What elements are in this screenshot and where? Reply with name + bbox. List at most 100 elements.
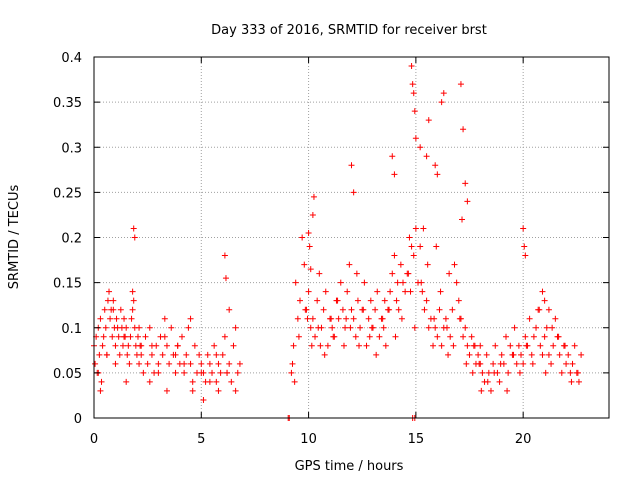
data-point [148,342,155,349]
data-point [130,225,137,232]
x-axis-label: GPS time / hours [295,459,404,474]
data-point [234,369,241,376]
data-point [537,342,544,349]
data-point [440,90,447,97]
data-point [112,342,119,349]
data-point [295,333,302,340]
data-point [365,315,372,322]
data-point [562,342,569,349]
data-point [129,306,136,313]
data-point [142,333,149,340]
data-point [406,234,413,241]
data-point [211,342,218,349]
data-point [391,252,398,259]
data-point [217,369,224,376]
data-point [121,333,128,340]
data-point [136,360,143,367]
data-point [138,351,145,358]
data-point [119,342,126,349]
data-point [198,360,205,367]
data-point [438,342,445,349]
data-point [457,81,464,88]
data-point [477,342,484,349]
data-point [320,306,327,313]
data-point [363,342,370,349]
data-point [400,279,406,286]
data-point [116,351,123,358]
data-point [178,333,185,340]
data-point [513,360,520,367]
data-point [511,324,518,331]
data-point [221,252,228,259]
data-point [468,333,475,340]
data-point [99,342,106,349]
data-point [144,360,151,367]
data-point [394,279,401,286]
data-point [409,81,416,88]
data-point [127,333,134,340]
data-point [222,275,229,282]
data-point [96,351,103,358]
data-point [434,333,441,340]
data-point [447,333,454,340]
data-point [312,333,319,340]
data-point [522,333,529,340]
data-point [550,342,557,349]
data-point [397,261,404,268]
data-point [446,270,453,277]
data-point [530,333,537,340]
data-point [545,306,552,313]
data-point [181,369,188,376]
data-point [462,180,469,187]
data-point [348,162,355,169]
data-point [334,297,341,304]
data-point [574,369,581,376]
data-point [92,360,99,367]
data-point [174,342,181,349]
data-point [533,324,540,331]
data-point [232,387,239,394]
data-point [523,342,530,349]
data-point [346,261,353,268]
data-point [442,315,449,322]
data-point [529,360,536,367]
data-point [146,324,153,331]
data-point [389,270,396,277]
data-point [106,288,113,295]
data-point [292,279,299,286]
data-point [568,378,575,385]
data-point [487,387,494,394]
data-point [102,324,109,331]
data-point [479,369,486,376]
data-point [367,297,374,304]
data-point [569,360,576,367]
data-point [166,360,173,367]
data-point [410,252,417,259]
data-point [463,360,470,367]
data-point [565,351,572,358]
data-point [453,279,460,286]
data-point [539,288,546,295]
data-point [423,297,430,304]
x-tick-label: 5 [197,432,205,447]
data-point [138,342,145,349]
y-tick-label: 0.2 [61,232,82,247]
data-point [455,297,462,304]
data-point [215,360,222,367]
data-point [411,108,418,115]
data-point [395,306,402,313]
data-point [521,243,528,250]
data-point [478,387,485,394]
data-point [172,369,179,376]
data-point [206,378,213,385]
data-point [146,378,153,385]
data-point [168,324,175,331]
data-point [161,315,168,322]
data-point [437,288,444,295]
data-point [98,378,105,385]
data-point [155,360,162,367]
data-point [301,261,308,268]
data-point [571,342,578,349]
y-tick-label: 0.15 [53,277,82,292]
data-point [110,297,117,304]
